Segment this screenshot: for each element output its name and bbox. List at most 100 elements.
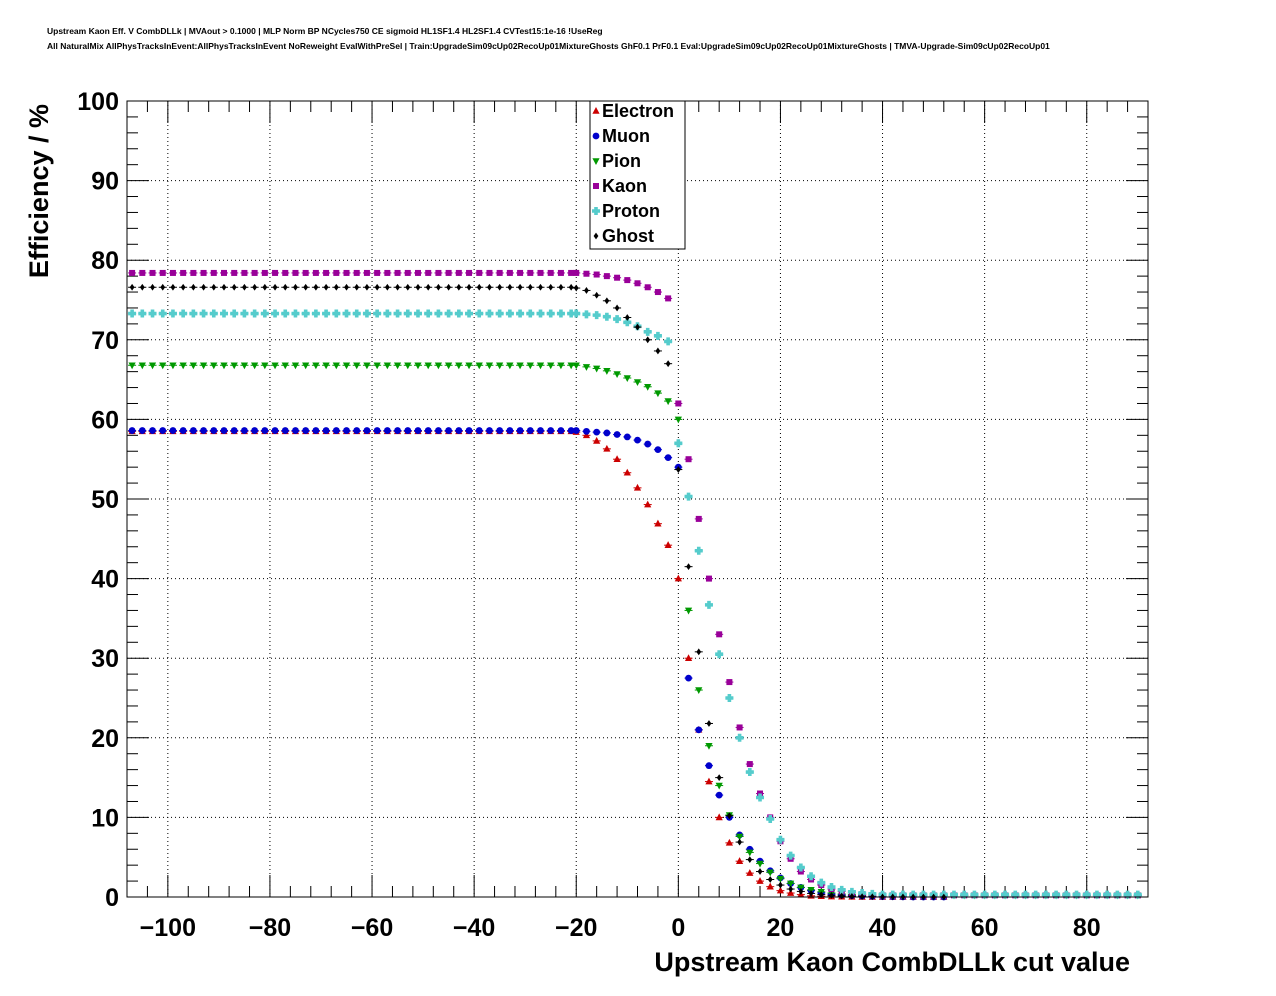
axis-ticks [126,100,1149,898]
data-point [725,838,733,846]
data-point [839,892,845,900]
data-point [436,283,441,291]
data-point [199,362,208,370]
data-point [536,362,545,370]
legend-label-kaon: Kaon [602,176,647,196]
data-point [685,674,692,682]
data-point [706,720,712,727]
data-point [138,309,147,318]
data-point [686,563,691,571]
data-point [664,337,673,346]
data-point [220,362,228,370]
data-point [664,454,672,462]
data-point [705,762,713,770]
data-point [323,269,330,276]
data-point [736,857,744,864]
data-point [344,283,349,291]
data-point [374,269,381,276]
data-point [364,283,370,291]
data-point [715,791,723,799]
data-point [665,360,671,368]
data-point [547,362,555,370]
data-point [592,311,601,320]
data-point [383,309,392,318]
data-point [189,362,197,370]
data-point [593,271,600,278]
data-point [796,863,805,872]
data-point [757,868,763,875]
data-point [179,309,188,318]
data-point [301,309,310,318]
data-point [148,309,157,318]
data-point [644,440,652,448]
data-point [189,309,198,318]
data-point [715,650,724,659]
legend-label-proton: Proton [602,201,660,221]
data-point [603,368,611,375]
data-point [568,283,574,291]
data-point [414,427,422,434]
data-point [465,427,473,434]
data-point [1052,890,1061,899]
data-point [282,283,288,291]
data-point [506,269,513,276]
data-point [517,283,523,291]
data-point [827,883,836,892]
data-point [583,270,590,277]
data-point [352,309,361,318]
data-point [527,283,533,291]
data-point [199,309,208,318]
data-point [332,309,341,318]
data-point [704,600,713,609]
y-tick-label: 90 [91,168,119,196]
x-tick-label: 80 [1073,914,1101,942]
data-point [506,362,514,370]
data-point [394,427,401,434]
data-point [604,297,610,305]
x-tick-label: −60 [351,914,393,942]
data-point [455,269,462,276]
data-point [644,383,652,391]
data-point [1062,890,1071,899]
data-point [1021,890,1030,899]
data-point [695,515,702,522]
data-point [180,269,187,276]
data-point [395,283,400,291]
y-tick-label: 60 [91,406,119,434]
data-point [149,269,156,276]
data-point [776,886,785,894]
data-point [556,309,565,318]
data-point [354,283,360,291]
data-point [787,880,795,888]
data-point [159,269,166,276]
data-point [250,309,259,318]
data-point [568,269,575,276]
y-tick-label: 40 [91,566,119,594]
data-point [434,362,443,370]
data-point [150,283,155,291]
y-tick-label: 70 [91,327,119,355]
data-point [169,269,176,276]
legend-marker-ghost [593,232,599,240]
data-point [737,838,742,846]
data-point [475,309,484,318]
data-point [584,287,589,294]
data-point [454,309,463,318]
data-point [716,774,722,781]
data-point [633,483,642,491]
data-point [633,379,642,386]
data-point [849,892,855,900]
data-point [332,362,340,370]
data-point [302,269,309,276]
data-point [847,887,856,896]
data-point [614,274,621,281]
data-point [293,283,298,291]
data-point [476,283,482,291]
data-point [373,427,381,434]
data-point [200,269,207,276]
data-point [1082,890,1091,899]
data-point [685,456,692,463]
legend-marker-proton [592,207,600,215]
data-point [613,371,621,379]
data-point [1011,890,1020,899]
